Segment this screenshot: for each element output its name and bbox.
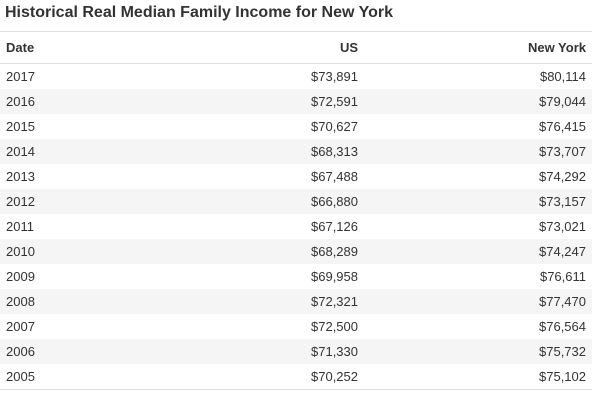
table-row: 2016 $72,591 $79,044	[0, 89, 592, 114]
cell-us-income: $70,252	[132, 364, 364, 390]
cell-date: 2017	[6, 69, 35, 84]
table-row: 2006 $71,330 $75,732	[0, 339, 592, 364]
cell-date: 2006	[0, 339, 132, 364]
cell-new-york-income: $77,470	[364, 289, 592, 314]
header-row: Date US New York	[0, 31, 592, 64]
cell-date: 2012	[0, 189, 132, 214]
table-row: 2013 $67,488 $74,292	[0, 164, 592, 189]
cell-us-income: $73,891	[311, 69, 358, 84]
cell-date: 2007	[6, 319, 35, 334]
cell-us-income: $71,330	[132, 339, 364, 364]
cell-new-york-income: $76,415	[539, 119, 586, 134]
cell-us-income: $67,488	[311, 169, 358, 184]
cell-us-income: $67,126	[311, 219, 358, 234]
cell-new-york-income: $79,044	[364, 89, 592, 114]
cell-us-income: $66,880	[132, 189, 364, 214]
cell-date: 2009	[6, 269, 35, 284]
column-header-date: Date	[0, 31, 132, 64]
table-row: 2010 $68,289 $74,247	[0, 239, 592, 264]
table-row: 2007 $72,500 $76,564	[0, 314, 592, 339]
income-table: Date US New York 2017 $73,891 $80,114 2016 $…	[0, 31, 592, 390]
cell-date: 2016	[0, 89, 132, 114]
cell-new-york-income: $80,114	[539, 69, 586, 84]
cell-us-income: $68,289	[132, 239, 364, 264]
cell-date: 2013	[6, 169, 35, 184]
cell-us-income: $68,313	[132, 139, 364, 164]
cell-us-income: $72,591	[132, 89, 364, 114]
cell-date: 2008	[0, 289, 132, 314]
cell-new-york-income: $76,564	[539, 319, 586, 334]
cell-us-income: $70,627	[311, 119, 358, 134]
cell-date: 2015	[6, 119, 35, 134]
table-row: 2005 $70,252 $75,102	[0, 364, 592, 390]
cell-new-york-income: $73,707	[364, 139, 592, 164]
table-body: 2017 $73,891 $80,114 2016 $72,591 $79,044 2015…	[0, 64, 592, 390]
cell-us-income: $72,500	[311, 319, 358, 334]
cell-new-york-income: $76,611	[539, 269, 586, 284]
table-row: 2012 $66,880 $73,157	[0, 189, 592, 214]
table-row: 2014 $68,313 $73,707	[0, 139, 592, 164]
page-title: Historical Real Median Family Income for…	[5, 4, 393, 21]
table-header: Date US New York	[0, 31, 592, 64]
cell-date: 2010	[0, 239, 132, 264]
table-row: 2011 $67,126 $73,021	[0, 214, 592, 239]
column-header-new-york: New York	[364, 31, 592, 64]
cell-new-york-income: $74,247	[364, 239, 592, 264]
cell-us-income: $72,321	[132, 289, 364, 314]
cell-date: 2011	[6, 219, 34, 234]
cell-new-york-income: $75,732	[364, 339, 592, 364]
table-row: 2008 $72,321 $77,470	[0, 289, 592, 314]
cell-date: 2005	[0, 364, 132, 390]
table-row: 2009 $69,958 $76,611	[0, 264, 592, 289]
cell-new-york-income: $73,157	[364, 189, 592, 214]
table-row: 2015 $70,627 $76,415	[0, 114, 592, 139]
cell-new-york-income: $74,292	[539, 169, 586, 184]
cell-us-income: $69,958	[311, 269, 358, 284]
cell-date: 2014	[0, 139, 132, 164]
table-row: 2017 $73,891 $80,114	[0, 64, 592, 90]
cell-new-york-income: $75,102	[364, 364, 592, 390]
column-header-us: US	[132, 31, 364, 64]
cell-new-york-income: $73,021	[539, 219, 586, 234]
